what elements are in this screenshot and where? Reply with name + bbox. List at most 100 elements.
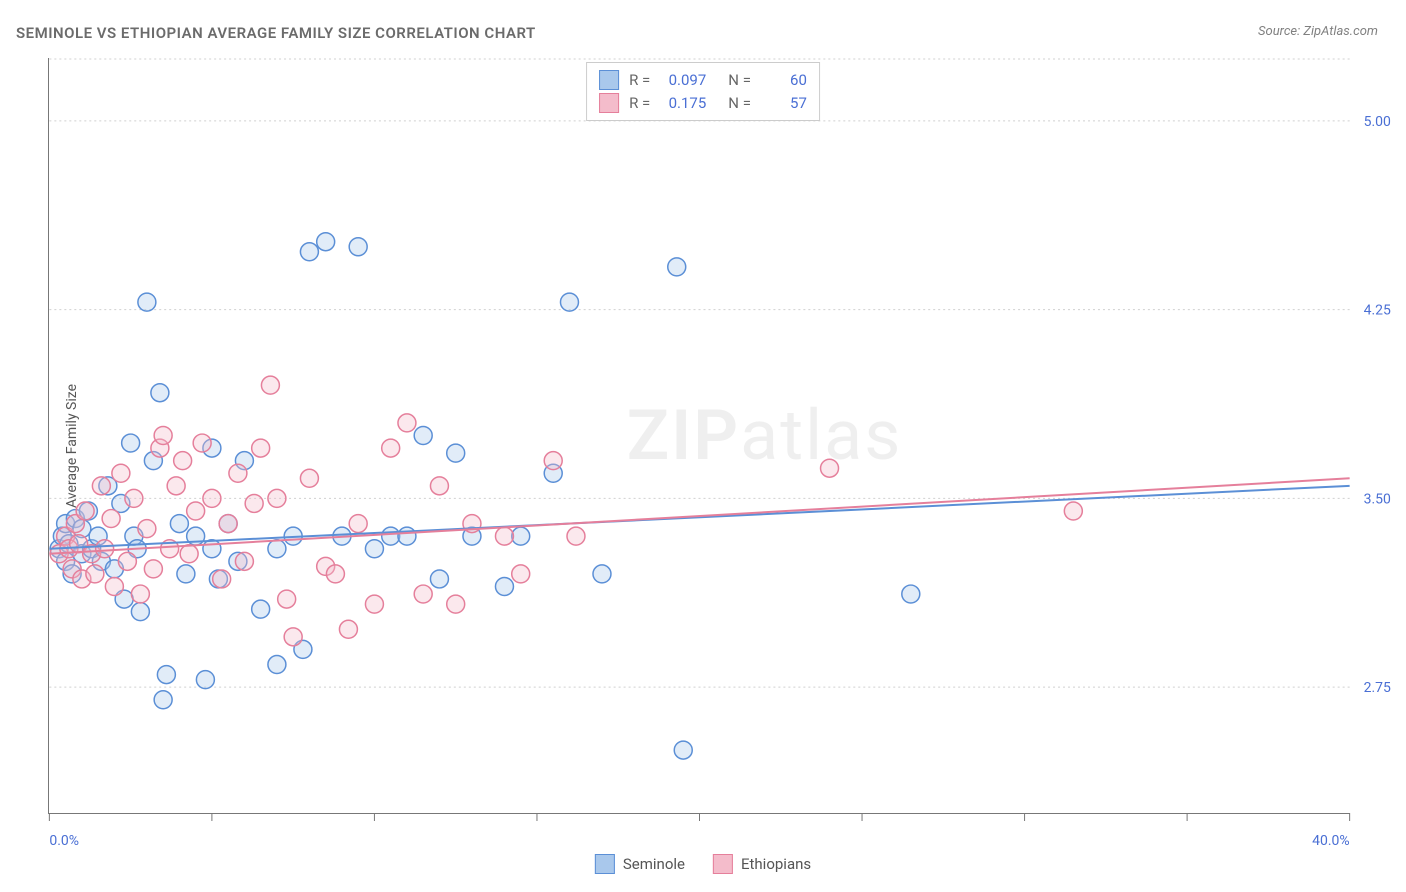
data-point — [268, 540, 286, 558]
data-point — [447, 444, 465, 462]
data-point — [300, 243, 318, 261]
data-point — [76, 502, 94, 520]
data-point — [674, 741, 692, 759]
legend-item: Seminole — [595, 854, 685, 874]
stat-label: N = — [728, 92, 751, 115]
data-point — [131, 585, 149, 603]
data-point — [317, 233, 335, 251]
data-point — [245, 494, 263, 512]
data-point — [229, 464, 247, 482]
data-point — [261, 376, 279, 394]
legend-swatch — [599, 93, 619, 113]
data-point — [430, 570, 448, 588]
data-point — [96, 540, 114, 558]
stat-label: N = — [728, 69, 751, 92]
data-point — [193, 434, 211, 452]
data-point — [668, 258, 686, 276]
y-tick-label: 3.50 — [1364, 491, 1391, 507]
data-point — [593, 565, 611, 583]
data-point — [284, 628, 302, 646]
data-point — [151, 384, 169, 402]
data-point — [382, 527, 400, 545]
data-point — [170, 515, 188, 533]
stat-value: 0.097 — [660, 69, 706, 92]
legend-label: Seminole — [623, 855, 685, 873]
data-point — [544, 452, 562, 470]
y-tick-label: 4.25 — [1364, 303, 1391, 319]
data-point — [219, 515, 237, 533]
data-point — [180, 545, 198, 563]
data-point — [92, 477, 110, 495]
series-legend: Seminole Ethiopians — [595, 854, 811, 874]
data-point — [495, 527, 513, 545]
data-point — [382, 439, 400, 457]
stat-value: 60 — [761, 69, 807, 92]
data-point — [177, 565, 195, 583]
data-point — [567, 527, 585, 545]
data-point — [252, 439, 270, 457]
y-tick-label: 2.75 — [1364, 680, 1391, 696]
data-point — [154, 427, 172, 445]
data-point — [365, 540, 383, 558]
data-point — [196, 671, 214, 689]
legend-label: Ethiopians — [741, 855, 811, 873]
data-point — [138, 293, 156, 311]
data-point — [167, 477, 185, 495]
x-tick-label: 40.0% — [1312, 833, 1349, 849]
data-point — [512, 565, 530, 583]
data-point — [1064, 502, 1082, 520]
data-point — [430, 477, 448, 495]
stats-row: R = 0.097 N = 60 — [599, 69, 807, 92]
data-point — [131, 603, 149, 621]
data-point — [512, 527, 530, 545]
plot-area: 2.753.504.255.000.0%40.0% ZIPatlas — [48, 58, 1350, 814]
legend-swatch — [713, 854, 733, 874]
stats-row: R = 0.175 N = 57 — [599, 92, 807, 115]
data-point — [349, 238, 367, 256]
stats-legend: R = 0.097 N = 60 R = 0.175 N = 57 — [586, 62, 820, 121]
data-point — [349, 515, 367, 533]
data-point — [560, 293, 578, 311]
data-point — [187, 502, 205, 520]
data-point — [125, 489, 143, 507]
data-point — [398, 527, 416, 545]
trend-line — [49, 478, 1349, 554]
data-point — [268, 656, 286, 674]
data-point — [447, 595, 465, 613]
data-point — [203, 540, 221, 558]
data-point — [326, 565, 344, 583]
legend-item: Ethiopians — [713, 854, 811, 874]
stat-value: 0.175 — [660, 92, 706, 115]
data-point — [112, 464, 130, 482]
data-point — [300, 469, 318, 487]
data-point — [278, 590, 296, 608]
y-tick-label: 5.00 — [1364, 114, 1391, 130]
data-point — [398, 414, 416, 432]
data-point — [213, 570, 231, 588]
data-point — [102, 510, 120, 528]
data-point — [414, 585, 432, 603]
data-point — [118, 552, 136, 570]
trend-line — [49, 486, 1349, 549]
data-point — [414, 427, 432, 445]
legend-swatch — [595, 854, 615, 874]
data-point — [86, 565, 104, 583]
data-point — [174, 452, 192, 470]
source-attribution: Source: ZipAtlas.com — [1258, 24, 1378, 39]
data-point — [157, 666, 175, 684]
data-point — [339, 620, 357, 638]
data-point — [144, 560, 162, 578]
data-point — [138, 520, 156, 538]
chart-title: SEMINOLE VS ETHIOPIAN AVERAGE FAMILY SIZ… — [16, 24, 536, 42]
data-point — [154, 691, 172, 709]
legend-swatch — [599, 70, 619, 90]
stat-label: R = — [629, 92, 650, 115]
data-point — [122, 434, 140, 452]
data-point — [235, 552, 253, 570]
watermark: ZIPatlas — [627, 395, 903, 477]
x-tick-label: 0.0% — [49, 833, 79, 849]
data-point — [495, 578, 513, 596]
stat-label: R = — [629, 69, 650, 92]
stat-value: 57 — [761, 92, 807, 115]
data-point — [268, 489, 286, 507]
